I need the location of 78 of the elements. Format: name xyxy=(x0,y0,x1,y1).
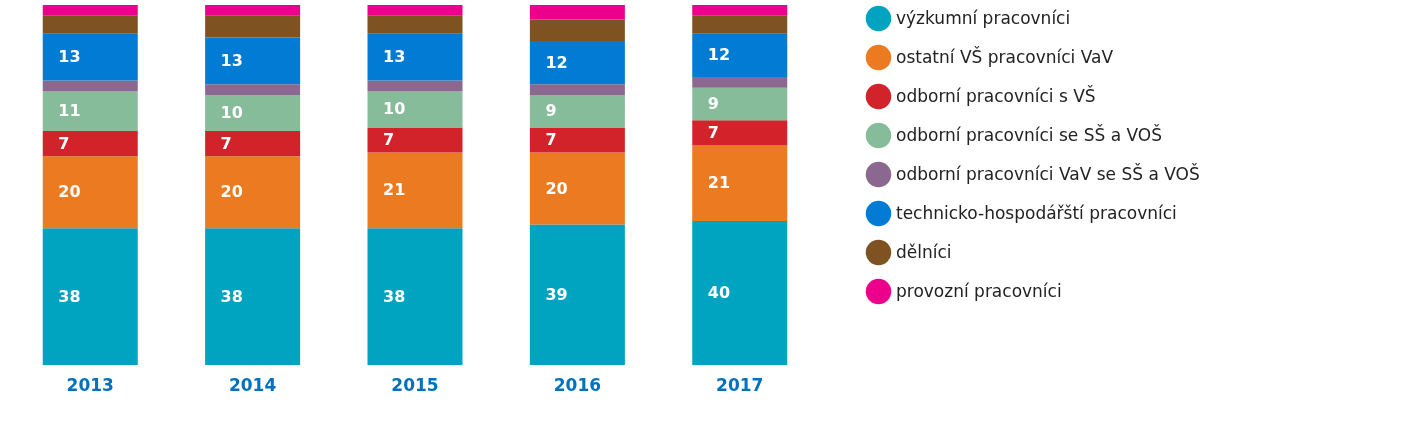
bar xyxy=(205,131,301,157)
data-label: 13 xyxy=(383,47,406,67)
data-label: 7 xyxy=(220,133,232,153)
bar xyxy=(205,156,301,229)
legend-label: technicko-hospodářští pracovníci xyxy=(896,202,1177,223)
bar xyxy=(367,91,463,128)
x-tick-label: 2017 xyxy=(716,374,764,395)
x-tick-label: 2013 xyxy=(66,374,114,395)
bar xyxy=(692,5,788,16)
bar xyxy=(367,33,463,81)
bar xyxy=(42,156,138,229)
bar xyxy=(692,87,788,121)
x-tick-label: 2014 xyxy=(228,374,277,395)
bar xyxy=(692,33,788,77)
legend-label: odborní pracovníci s VŠ xyxy=(896,84,1096,106)
data-label: 12 xyxy=(707,45,731,65)
data-label: 7 xyxy=(383,130,395,149)
bar xyxy=(42,5,138,16)
bar xyxy=(367,228,463,365)
bar xyxy=(42,80,138,92)
data-label: 7 xyxy=(58,133,70,153)
bar xyxy=(692,221,788,365)
data-label: 38 xyxy=(383,286,406,306)
bar xyxy=(205,37,301,85)
bar xyxy=(367,152,463,229)
bar xyxy=(692,145,788,221)
data-label: 21 xyxy=(707,173,731,193)
bar xyxy=(529,224,625,365)
bar xyxy=(367,15,463,34)
data-label: 7 xyxy=(707,122,719,142)
bar xyxy=(367,5,463,16)
bar xyxy=(205,15,301,38)
data-label: 39 xyxy=(545,284,568,304)
bar xyxy=(367,127,463,153)
data-label: 40 xyxy=(707,283,731,302)
data-label: 7 xyxy=(545,130,557,149)
bar xyxy=(42,33,138,81)
bar xyxy=(692,77,788,88)
data-label: 13 xyxy=(58,47,81,67)
data-label: 9 xyxy=(707,94,719,113)
data-label: 9 xyxy=(545,101,557,121)
data-label: 12 xyxy=(545,52,568,72)
legend-label: odborní pracovníci VaV se SŠ a VOŠ xyxy=(896,162,1200,184)
data-label: 20 xyxy=(58,182,81,202)
legend-label: provozní pracovníci xyxy=(896,280,1062,301)
bar xyxy=(529,41,625,85)
data-label: 38 xyxy=(220,286,243,306)
bar xyxy=(42,131,138,157)
bar xyxy=(205,5,301,16)
data-label: 11 xyxy=(58,101,81,121)
data-label: 20 xyxy=(545,178,568,198)
bar xyxy=(529,127,625,153)
bar xyxy=(529,19,625,41)
bar xyxy=(205,228,301,365)
bar xyxy=(529,152,625,225)
bar xyxy=(205,84,301,95)
data-label: 10 xyxy=(220,103,243,122)
legend-label: dělníci xyxy=(896,241,952,262)
legend-label: odborní pracovníci se SŠ a VOŠ xyxy=(896,123,1162,145)
bar xyxy=(42,228,138,365)
bar xyxy=(42,15,138,34)
bar xyxy=(42,91,138,131)
bar xyxy=(367,80,463,92)
bar xyxy=(692,120,788,146)
data-label: 38 xyxy=(58,286,81,306)
legend-label: výzkumní pracovníci xyxy=(896,7,1071,28)
bar xyxy=(692,15,788,34)
data-label: 13 xyxy=(220,50,243,70)
bar xyxy=(529,95,625,128)
data-label: 10 xyxy=(383,99,406,119)
bar xyxy=(529,84,625,95)
bar xyxy=(205,95,301,131)
legend-label: ostatní VŠ pracovníci VaV xyxy=(896,45,1114,67)
x-tick-label: 2016 xyxy=(553,374,602,395)
bar xyxy=(529,5,625,20)
data-label: 21 xyxy=(383,180,406,200)
data-label: 20 xyxy=(220,182,243,202)
x-tick-label: 2015 xyxy=(391,374,439,395)
